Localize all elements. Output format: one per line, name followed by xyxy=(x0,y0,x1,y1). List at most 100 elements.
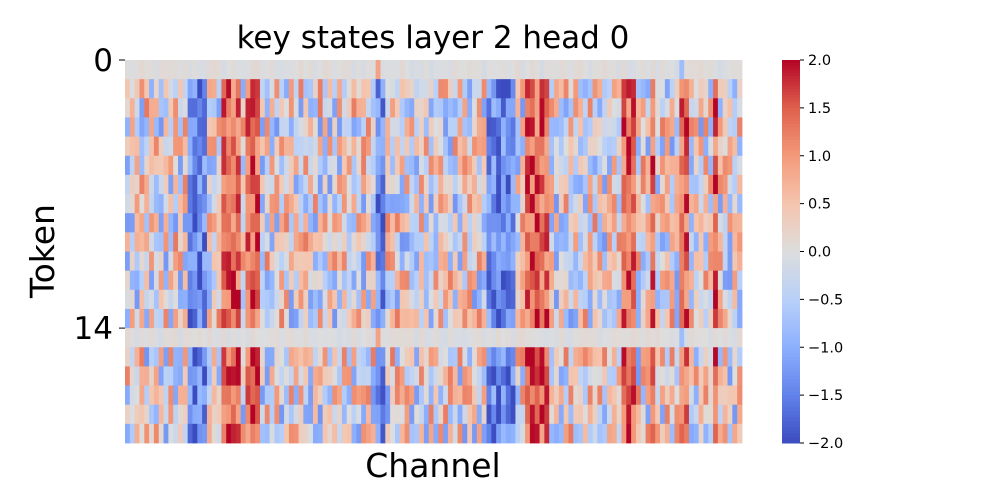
heatmap-cell xyxy=(235,289,242,310)
heatmap-cell xyxy=(727,174,733,195)
heatmap-cell xyxy=(231,117,237,137)
heatmap-cell xyxy=(669,328,675,348)
heatmap-cell xyxy=(173,328,179,348)
heatmap-cell xyxy=(293,155,299,176)
heatmap-cell xyxy=(597,213,603,233)
heatmap-cell xyxy=(182,136,189,157)
heatmap-cell xyxy=(645,79,651,99)
heatmap-cell xyxy=(640,328,646,348)
colorbar-segment xyxy=(782,395,800,399)
heatmap-cell xyxy=(361,174,367,195)
heatmap-cell xyxy=(380,232,386,252)
heatmap-cell xyxy=(356,366,362,386)
heatmap-cell xyxy=(496,60,502,80)
heatmap-cell xyxy=(221,136,227,157)
heatmap-cell xyxy=(578,328,584,348)
heatmap-cell xyxy=(472,385,478,406)
heatmap-cell xyxy=(149,289,155,310)
heatmap-cell xyxy=(366,155,372,176)
heatmap-cell xyxy=(269,174,275,195)
heatmap-cell xyxy=(245,289,251,310)
heatmap-cell xyxy=(308,117,314,137)
heatmap-cell xyxy=(139,136,145,157)
heatmap-cell xyxy=(279,194,285,214)
heatmap-cell xyxy=(158,174,164,195)
heatmap-cell xyxy=(337,270,343,291)
colorbar-segment xyxy=(782,200,800,205)
heatmap-cell xyxy=(390,308,396,329)
heatmap-cell xyxy=(144,366,150,386)
colorbar-segment xyxy=(782,302,800,307)
heatmap-cell xyxy=(491,194,497,214)
heatmap-cell xyxy=(221,404,227,425)
heatmap-cell xyxy=(703,404,709,425)
heatmap-cell xyxy=(404,155,410,176)
heatmap-cell xyxy=(500,213,507,233)
heatmap-cell xyxy=(370,155,377,176)
heatmap-cell xyxy=(544,270,550,291)
heatmap-cell xyxy=(409,174,415,195)
colorbar-segment xyxy=(782,248,800,252)
heatmap-cell xyxy=(554,308,560,329)
colorbar-tick-label: −2.0 xyxy=(808,436,843,452)
heatmap-cell xyxy=(602,366,608,386)
heatmap-cell xyxy=(149,155,155,176)
heatmap-cell xyxy=(129,347,136,367)
heatmap-cell xyxy=(356,213,362,233)
heatmap-cell xyxy=(433,404,439,425)
heatmap-cell xyxy=(192,232,198,252)
heatmap-cell xyxy=(433,251,439,272)
heatmap-cell xyxy=(351,308,357,329)
heatmap-cell xyxy=(197,79,203,99)
heatmap-cell xyxy=(472,270,478,291)
heatmap-cell xyxy=(684,117,690,137)
heatmap-cell xyxy=(713,270,719,291)
heatmap-cell xyxy=(660,155,666,176)
heatmap-cell xyxy=(380,328,386,348)
heatmap-cell xyxy=(337,289,343,310)
heatmap-cell xyxy=(390,194,396,214)
heatmap-cell xyxy=(703,174,709,195)
heatmap-cell xyxy=(467,213,473,233)
heatmap-cell xyxy=(631,60,637,80)
colorbar-segment xyxy=(782,165,800,170)
heatmap-cell xyxy=(298,98,304,118)
heatmap-cell xyxy=(476,60,483,80)
heatmap-cell xyxy=(568,213,574,233)
heatmap-cell xyxy=(491,289,497,310)
heatmap-cell xyxy=(129,385,136,406)
heatmap-cell xyxy=(674,232,680,252)
heatmap-cell xyxy=(332,60,338,80)
heatmap-cell xyxy=(322,60,328,80)
heatmap-cell xyxy=(708,289,714,310)
heatmap-cell xyxy=(317,232,324,252)
heatmap-cell xyxy=(597,289,603,310)
heatmap-cell xyxy=(197,366,203,386)
heatmap-cell xyxy=(250,136,256,157)
heatmap-cell xyxy=(693,366,700,386)
heatmap-cell xyxy=(250,79,256,99)
heatmap-cell xyxy=(192,423,198,444)
heatmap-cell xyxy=(645,251,651,272)
heatmap-cell xyxy=(158,194,164,214)
heatmap-cell xyxy=(558,117,565,137)
heatmap-cell xyxy=(235,79,242,99)
heatmap-cell xyxy=(737,136,743,157)
heatmap-cell xyxy=(269,385,275,406)
heatmap-cell xyxy=(423,117,430,137)
heatmap-cell xyxy=(226,194,232,214)
heatmap-cell xyxy=(235,308,242,329)
heatmap-cell xyxy=(221,251,227,272)
heatmap-cell xyxy=(688,308,695,329)
heatmap-cell xyxy=(520,270,526,291)
heatmap-cell xyxy=(216,308,222,329)
heatmap-cell xyxy=(153,251,160,272)
heatmap-cell xyxy=(481,270,487,291)
heatmap-cell xyxy=(520,308,526,329)
heatmap-cell xyxy=(737,251,743,272)
heatmap-cell xyxy=(462,98,468,118)
heatmap-cell xyxy=(664,155,671,176)
heatmap-cell xyxy=(472,194,478,214)
colorbar-segment xyxy=(782,344,800,348)
heatmap-cell xyxy=(592,308,598,329)
